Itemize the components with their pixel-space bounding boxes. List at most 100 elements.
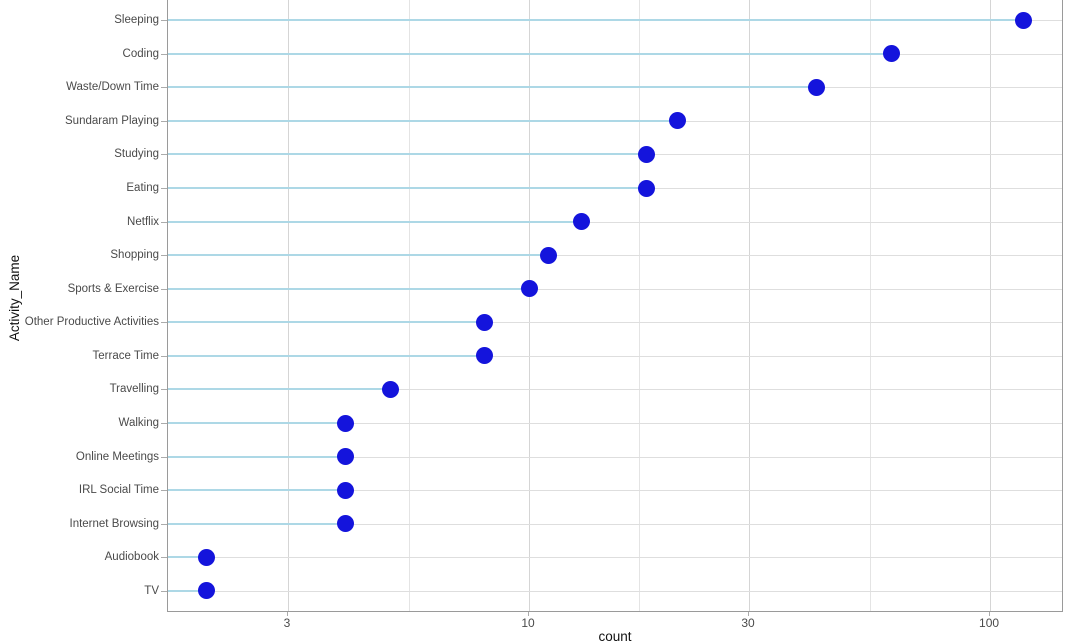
x-axis-title: count bbox=[598, 629, 632, 643]
data-point bbox=[198, 582, 216, 600]
x-tick-mark bbox=[748, 612, 749, 616]
y-tick-label: Shopping bbox=[110, 249, 159, 262]
y-tick-mark bbox=[161, 557, 167, 558]
gridline-x-minor bbox=[869, 0, 871, 611]
y-tick-mark bbox=[161, 423, 167, 424]
y-tick-label: Studying bbox=[114, 148, 159, 161]
data-point bbox=[573, 213, 591, 231]
x-tick-label: 100 bbox=[979, 616, 1000, 630]
x-tick-label: 30 bbox=[741, 616, 755, 630]
lollipop-stem bbox=[168, 254, 548, 256]
data-point bbox=[198, 548, 216, 566]
gridline-x-minor bbox=[639, 0, 641, 611]
gridline-y bbox=[168, 222, 1062, 223]
y-tick-mark bbox=[161, 524, 167, 525]
gridline-y bbox=[168, 389, 1062, 390]
data-point bbox=[337, 481, 355, 499]
gridline-y bbox=[168, 591, 1062, 592]
lollipop-stem bbox=[168, 556, 207, 558]
y-tick-mark bbox=[161, 356, 167, 357]
y-tick-mark bbox=[161, 20, 167, 21]
data-point bbox=[638, 145, 656, 163]
gridline-y bbox=[168, 423, 1062, 424]
y-tick-label: Travelling bbox=[109, 383, 159, 396]
gridline-y bbox=[168, 524, 1062, 525]
gridline-y bbox=[168, 289, 1062, 290]
data-point bbox=[882, 45, 900, 63]
data-point bbox=[337, 448, 355, 466]
y-tick-label: Other Productive Activities bbox=[24, 316, 159, 329]
y-tick-label: IRL Social Time bbox=[78, 484, 159, 497]
x-tick-label: 10 bbox=[521, 616, 535, 630]
y-tick-label: Terrace Time bbox=[92, 349, 159, 362]
gridline-y bbox=[168, 557, 1062, 558]
data-point bbox=[337, 414, 355, 432]
y-tick-label: Sundaram Playing bbox=[65, 114, 159, 127]
y-tick-label: Sports & Exercise bbox=[67, 282, 159, 295]
gridline-y bbox=[168, 255, 1062, 256]
y-tick-label: Internet Browsing bbox=[69, 517, 160, 530]
lollipop-stem bbox=[168, 53, 891, 55]
y-tick-label: Coding bbox=[122, 47, 159, 60]
y-tick-label: Waste/Down Time bbox=[66, 81, 159, 94]
gridline-x-major bbox=[529, 0, 531, 611]
data-point bbox=[520, 280, 538, 298]
y-tick-mark bbox=[161, 389, 167, 390]
x-tick-mark bbox=[287, 612, 288, 616]
lollipop-stem bbox=[168, 221, 582, 223]
y-tick-label: Online Meetings bbox=[75, 450, 159, 463]
y-axis-title: Activity_Name bbox=[7, 254, 22, 342]
x-tick-mark bbox=[528, 612, 530, 616]
y-tick-mark bbox=[161, 154, 167, 155]
lollipop-stem bbox=[168, 86, 816, 88]
data-point bbox=[638, 179, 656, 197]
lollipop-stem bbox=[168, 590, 207, 592]
lollipop-stem bbox=[168, 321, 484, 323]
data-point bbox=[807, 78, 825, 96]
y-tick-label: Walking bbox=[118, 417, 159, 429]
gridline-x-major bbox=[288, 0, 289, 611]
y-tick-mark bbox=[161, 591, 167, 592]
gridline-y bbox=[168, 356, 1062, 357]
y-tick-mark bbox=[161, 121, 167, 122]
y-tick-label: Netflix bbox=[127, 215, 159, 228]
y-tick-mark bbox=[161, 54, 167, 55]
y-tick-mark bbox=[161, 87, 167, 88]
data-point bbox=[381, 380, 399, 398]
data-point bbox=[1014, 11, 1032, 29]
data-point bbox=[337, 515, 355, 533]
data-point bbox=[669, 112, 687, 130]
lollipop-stem bbox=[168, 523, 346, 525]
lollipop-stem bbox=[168, 456, 346, 458]
gridline-x-minor bbox=[408, 0, 410, 611]
lollipop-stem bbox=[168, 120, 678, 122]
y-tick-mark bbox=[161, 490, 167, 491]
y-tick-label: Eating bbox=[126, 182, 159, 194]
y-tick-label: TV bbox=[144, 584, 159, 597]
gridline-y bbox=[168, 457, 1062, 458]
lollipop-stem bbox=[168, 355, 484, 357]
y-tick-mark bbox=[161, 289, 167, 290]
gridline-y bbox=[168, 322, 1062, 323]
x-tick-mark bbox=[989, 612, 991, 616]
gridline-y bbox=[168, 490, 1062, 491]
y-tick-mark bbox=[161, 255, 167, 256]
gridline-x-major bbox=[990, 0, 992, 611]
lollipop-stem bbox=[168, 422, 346, 424]
data-point bbox=[539, 246, 557, 264]
data-point bbox=[475, 347, 493, 365]
y-tick-label: Audiobook bbox=[104, 551, 159, 564]
lollipop-stem bbox=[168, 489, 346, 491]
y-tick-mark bbox=[161, 322, 167, 323]
y-tick-mark bbox=[161, 457, 167, 458]
gridline-x-major bbox=[749, 0, 750, 611]
y-tick-label: Sleeping bbox=[114, 14, 159, 27]
y-tick-mark bbox=[161, 188, 167, 189]
plot-panel bbox=[167, 0, 1063, 612]
y-tick-mark bbox=[161, 222, 167, 223]
lollipop-stem bbox=[168, 288, 529, 290]
lollipop-stem bbox=[168, 187, 647, 189]
lollipop-stem bbox=[168, 153, 647, 155]
lollipop-stem bbox=[168, 388, 390, 390]
